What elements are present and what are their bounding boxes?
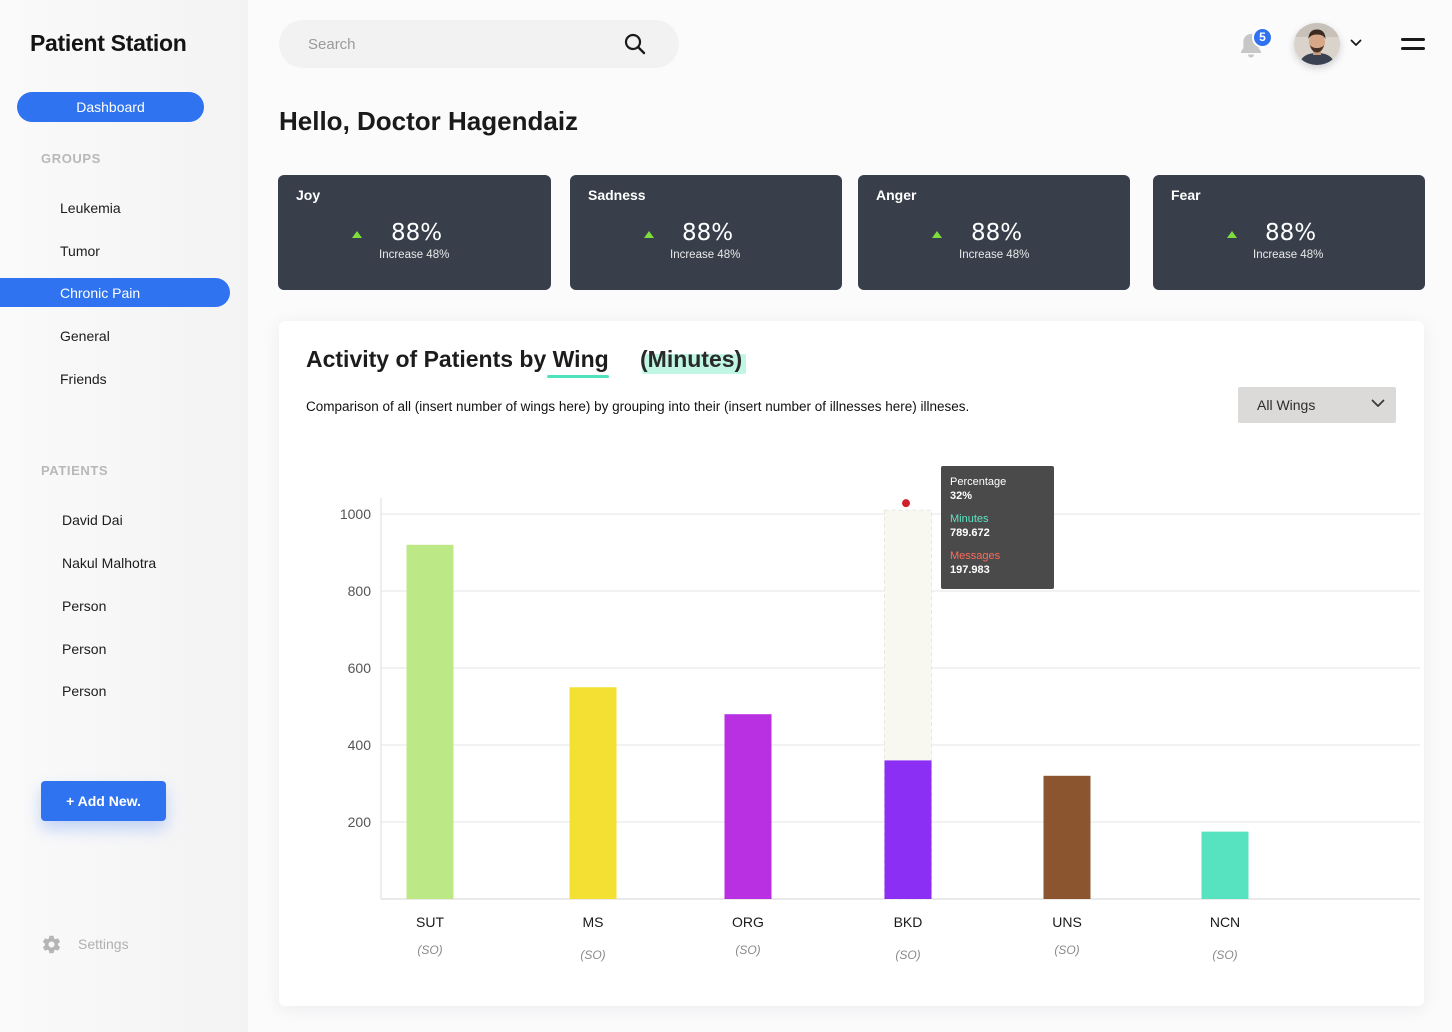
- chart-tooltip: Percentage 32% Minutes 789.672 Messages …: [941, 466, 1054, 589]
- tooltip-minutes-label: Minutes: [950, 513, 989, 525]
- tooltip-messages-value: 197.983: [950, 564, 990, 576]
- notification-badge: 5: [1252, 27, 1273, 48]
- card-change: Increase 48%: [670, 249, 741, 261]
- x-category-label: NCN: [1210, 914, 1240, 930]
- chevron-down-icon: [1371, 399, 1385, 407]
- stat-card-joy[interactable]: Joy 88% Increase 48%: [278, 175, 551, 290]
- x-category-sublabel: (SO): [735, 943, 760, 957]
- x-category-sublabel: (SO): [580, 948, 605, 962]
- increase-arrow-icon: [1227, 231, 1237, 238]
- minutes-highlight: [642, 354, 746, 374]
- wing-filter-select[interactable]: All Wings: [1238, 387, 1396, 423]
- bar-sut: [406, 544, 454, 899]
- y-tick-label: 1000: [340, 506, 371, 522]
- y-tick-label: 400: [348, 737, 372, 753]
- x-category-label: ORG: [732, 914, 764, 930]
- bar-org: [724, 714, 772, 899]
- tooltip-minutes-value: 789.672: [950, 527, 990, 539]
- sidebar-item-chronic-pain[interactable]: Chronic Pain: [60, 285, 141, 301]
- stat-card-fear[interactable]: Fear 88% Increase 48%: [1153, 175, 1425, 290]
- sidebar-item-friends[interactable]: Friends: [60, 371, 107, 387]
- patient-item[interactable]: Nakul Malhotra: [62, 555, 157, 571]
- chart-title-prefix: Activity of Patients by: [306, 346, 553, 372]
- app-title: Patient Station: [30, 30, 187, 56]
- patient-item[interactable]: Person: [62, 683, 107, 699]
- sidebar: Patient Station Dashboard GROUPS Leukemi…: [0, 0, 248, 1032]
- card-change: Increase 48%: [959, 249, 1030, 261]
- x-category-label: BKD: [894, 914, 923, 930]
- search-icon[interactable]: [624, 33, 646, 55]
- tooltip-messages-label: Messages: [950, 550, 1001, 562]
- patients-heading: PATIENTS: [41, 463, 109, 478]
- x-category-label: MS: [583, 914, 604, 930]
- bar-uns: [1043, 775, 1091, 899]
- tooltip-anchor-dot: [902, 499, 910, 508]
- x-category-label: SUT: [416, 914, 444, 930]
- x-category-label: UNS: [1052, 914, 1082, 930]
- sidebar-item-tumor[interactable]: Tumor: [60, 243, 100, 259]
- x-category-sublabel: (SO): [895, 948, 920, 962]
- wing-filter-value: All Wings: [1257, 397, 1316, 413]
- search-bar: [279, 20, 679, 68]
- search-input[interactable]: [308, 32, 608, 56]
- increase-arrow-icon: [352, 231, 362, 238]
- gear-icon: [42, 935, 61, 953]
- stat-card-sadness[interactable]: Sadness 88% Increase 48%: [570, 175, 842, 290]
- bar-ms: [569, 687, 617, 899]
- bar-chart: 200 400 600 800 1000 SUT (SO) MS (SO) ORG (SO) BKD (…: [340, 498, 1420, 962]
- card-change: Increase 48%: [1253, 249, 1324, 261]
- patient-item[interactable]: David Dai: [62, 512, 123, 528]
- chart-title-wing: Wing: [552, 346, 609, 372]
- chart-title: Activity of Patients by Wing: [306, 346, 609, 373]
- card-title: Anger: [876, 187, 917, 203]
- y-tick-label: 800: [348, 583, 372, 599]
- avatar[interactable]: [1294, 23, 1340, 65]
- chevron-down-icon[interactable]: [1350, 39, 1362, 47]
- card-value: 88%: [391, 220, 443, 246]
- patient-item[interactable]: Person: [62, 598, 107, 614]
- tooltip-percentage-label: Percentage: [950, 476, 1007, 488]
- stat-card-anger[interactable]: Anger 88% Increase 48%: [858, 175, 1130, 290]
- card-value: 88%: [971, 220, 1023, 246]
- menu-icon[interactable]: [1401, 37, 1425, 51]
- groups-heading: GROUPS: [41, 151, 101, 166]
- y-tick-label: 600: [348, 660, 372, 676]
- chart-subtitle: Comparison of all (insert number of wing…: [306, 399, 970, 414]
- sidebar-item-leukemia[interactable]: Leukemia: [60, 200, 121, 216]
- card-value: 88%: [682, 220, 734, 246]
- tooltip-percentage-value: 32%: [950, 490, 973, 502]
- card-title: Fear: [1171, 187, 1201, 203]
- card-title: Sadness: [588, 187, 646, 203]
- x-category-sublabel: (SO): [417, 943, 442, 957]
- card-value: 88%: [1265, 220, 1317, 246]
- wing-underline: [547, 375, 609, 378]
- x-category-sublabel: (SO): [1212, 948, 1237, 962]
- bar-bkd: [884, 760, 932, 899]
- increase-arrow-icon: [932, 231, 942, 238]
- sidebar-active-highlight[interactable]: [0, 278, 230, 307]
- sidebar-item-general[interactable]: General: [60, 328, 110, 344]
- page-title: Hello, Doctor Hagendaiz: [279, 106, 579, 136]
- increase-arrow-icon: [644, 231, 654, 238]
- settings-link[interactable]: Settings: [41, 933, 129, 955]
- settings-label: Settings: [78, 936, 129, 952]
- y-tick-label: 200: [348, 814, 372, 830]
- chart-title-unit: (Minutes): [640, 346, 743, 372]
- dashboard-button[interactable]: Dashboard: [17, 92, 204, 122]
- x-category-sublabel: (SO): [1054, 943, 1079, 957]
- add-new-button[interactable]: + Add New.: [41, 781, 166, 821]
- bar-ncn: [1201, 831, 1249, 899]
- patient-item[interactable]: Person: [62, 641, 107, 657]
- card-change: Increase 48%: [379, 249, 450, 261]
- card-title: Joy: [296, 187, 321, 203]
